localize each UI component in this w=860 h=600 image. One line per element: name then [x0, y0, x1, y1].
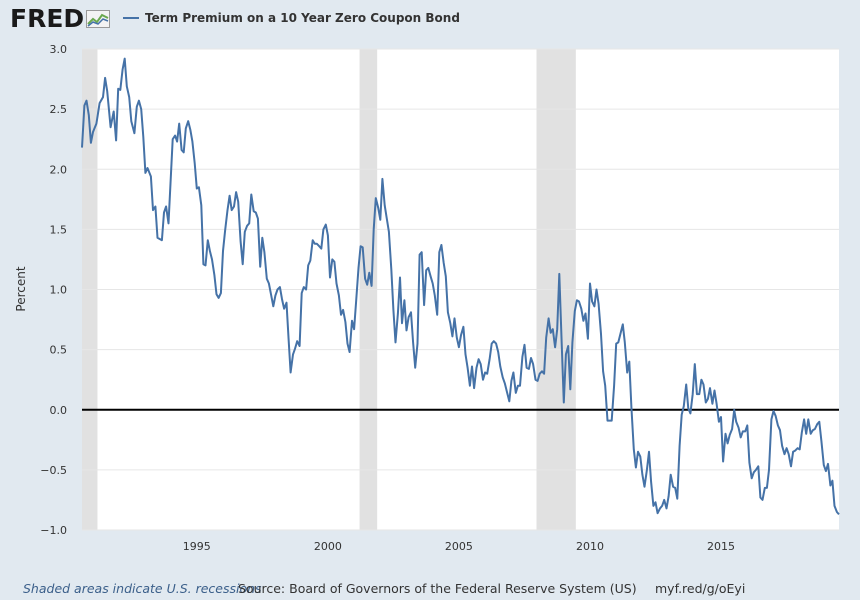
y-tick-label: 1.0 — [50, 284, 68, 297]
x-tick-labels: 1995 2000 2005 2010 2015 — [183, 540, 735, 553]
y-tick-label: 2.5 — [50, 103, 68, 116]
chart-legend[interactable]: Term Premium on a 10 Year Zero Coupon Bo… — [123, 11, 460, 25]
short-link[interactable]: myf.red/g/oEyi — [655, 581, 746, 596]
legend-label: Term Premium on a 10 Year Zero Coupon Bo… — [145, 11, 460, 25]
x-tick-label: 1995 — [183, 540, 211, 553]
legend-swatch — [123, 17, 139, 19]
recession-note: Shaded areas indicate U.S. recessions — [23, 581, 262, 596]
y-tick-labels: −1.0 −0.5 0.0 0.5 1.0 1.5 2.0 2.5 3.0 — [40, 43, 67, 537]
chart-header: FRED Term Premium on a 10 Year Zero Coup… — [0, 0, 860, 40]
x-tick-label: 2000 — [314, 540, 342, 553]
x-tick-label: 2015 — [707, 540, 735, 553]
y-tick-label: 1.5 — [50, 223, 68, 236]
fred-logo[interactable]: FRED — [10, 4, 111, 33]
y-tick-label: 2.0 — [50, 163, 68, 176]
y-tick-label: 0.5 — [50, 344, 68, 357]
fred-logo-text: FRED — [10, 4, 85, 33]
y-tick-label: 0.0 — [50, 404, 68, 417]
source-credit: Source: Board of Governors of the Federa… — [238, 581, 637, 596]
y-tick-label: −0.5 — [40, 464, 67, 477]
y-axis-label: Percent — [14, 266, 28, 311]
x-tick-label: 2010 — [576, 540, 604, 553]
graph-icon — [86, 9, 111, 28]
y-tick-label: −1.0 — [40, 524, 67, 537]
line-chart[interactable]: −1.0 −0.5 0.0 0.5 1.0 1.5 2.0 2.5 3.0 1995 2000 20… — [0, 0, 860, 578]
x-tick-label: 2005 — [445, 540, 473, 553]
chart-footer: Shaded areas indicate U.S. recessions So… — [0, 578, 860, 598]
y-tick-label: 3.0 — [50, 43, 68, 56]
series-line[interactable] — [81, 57, 840, 516]
